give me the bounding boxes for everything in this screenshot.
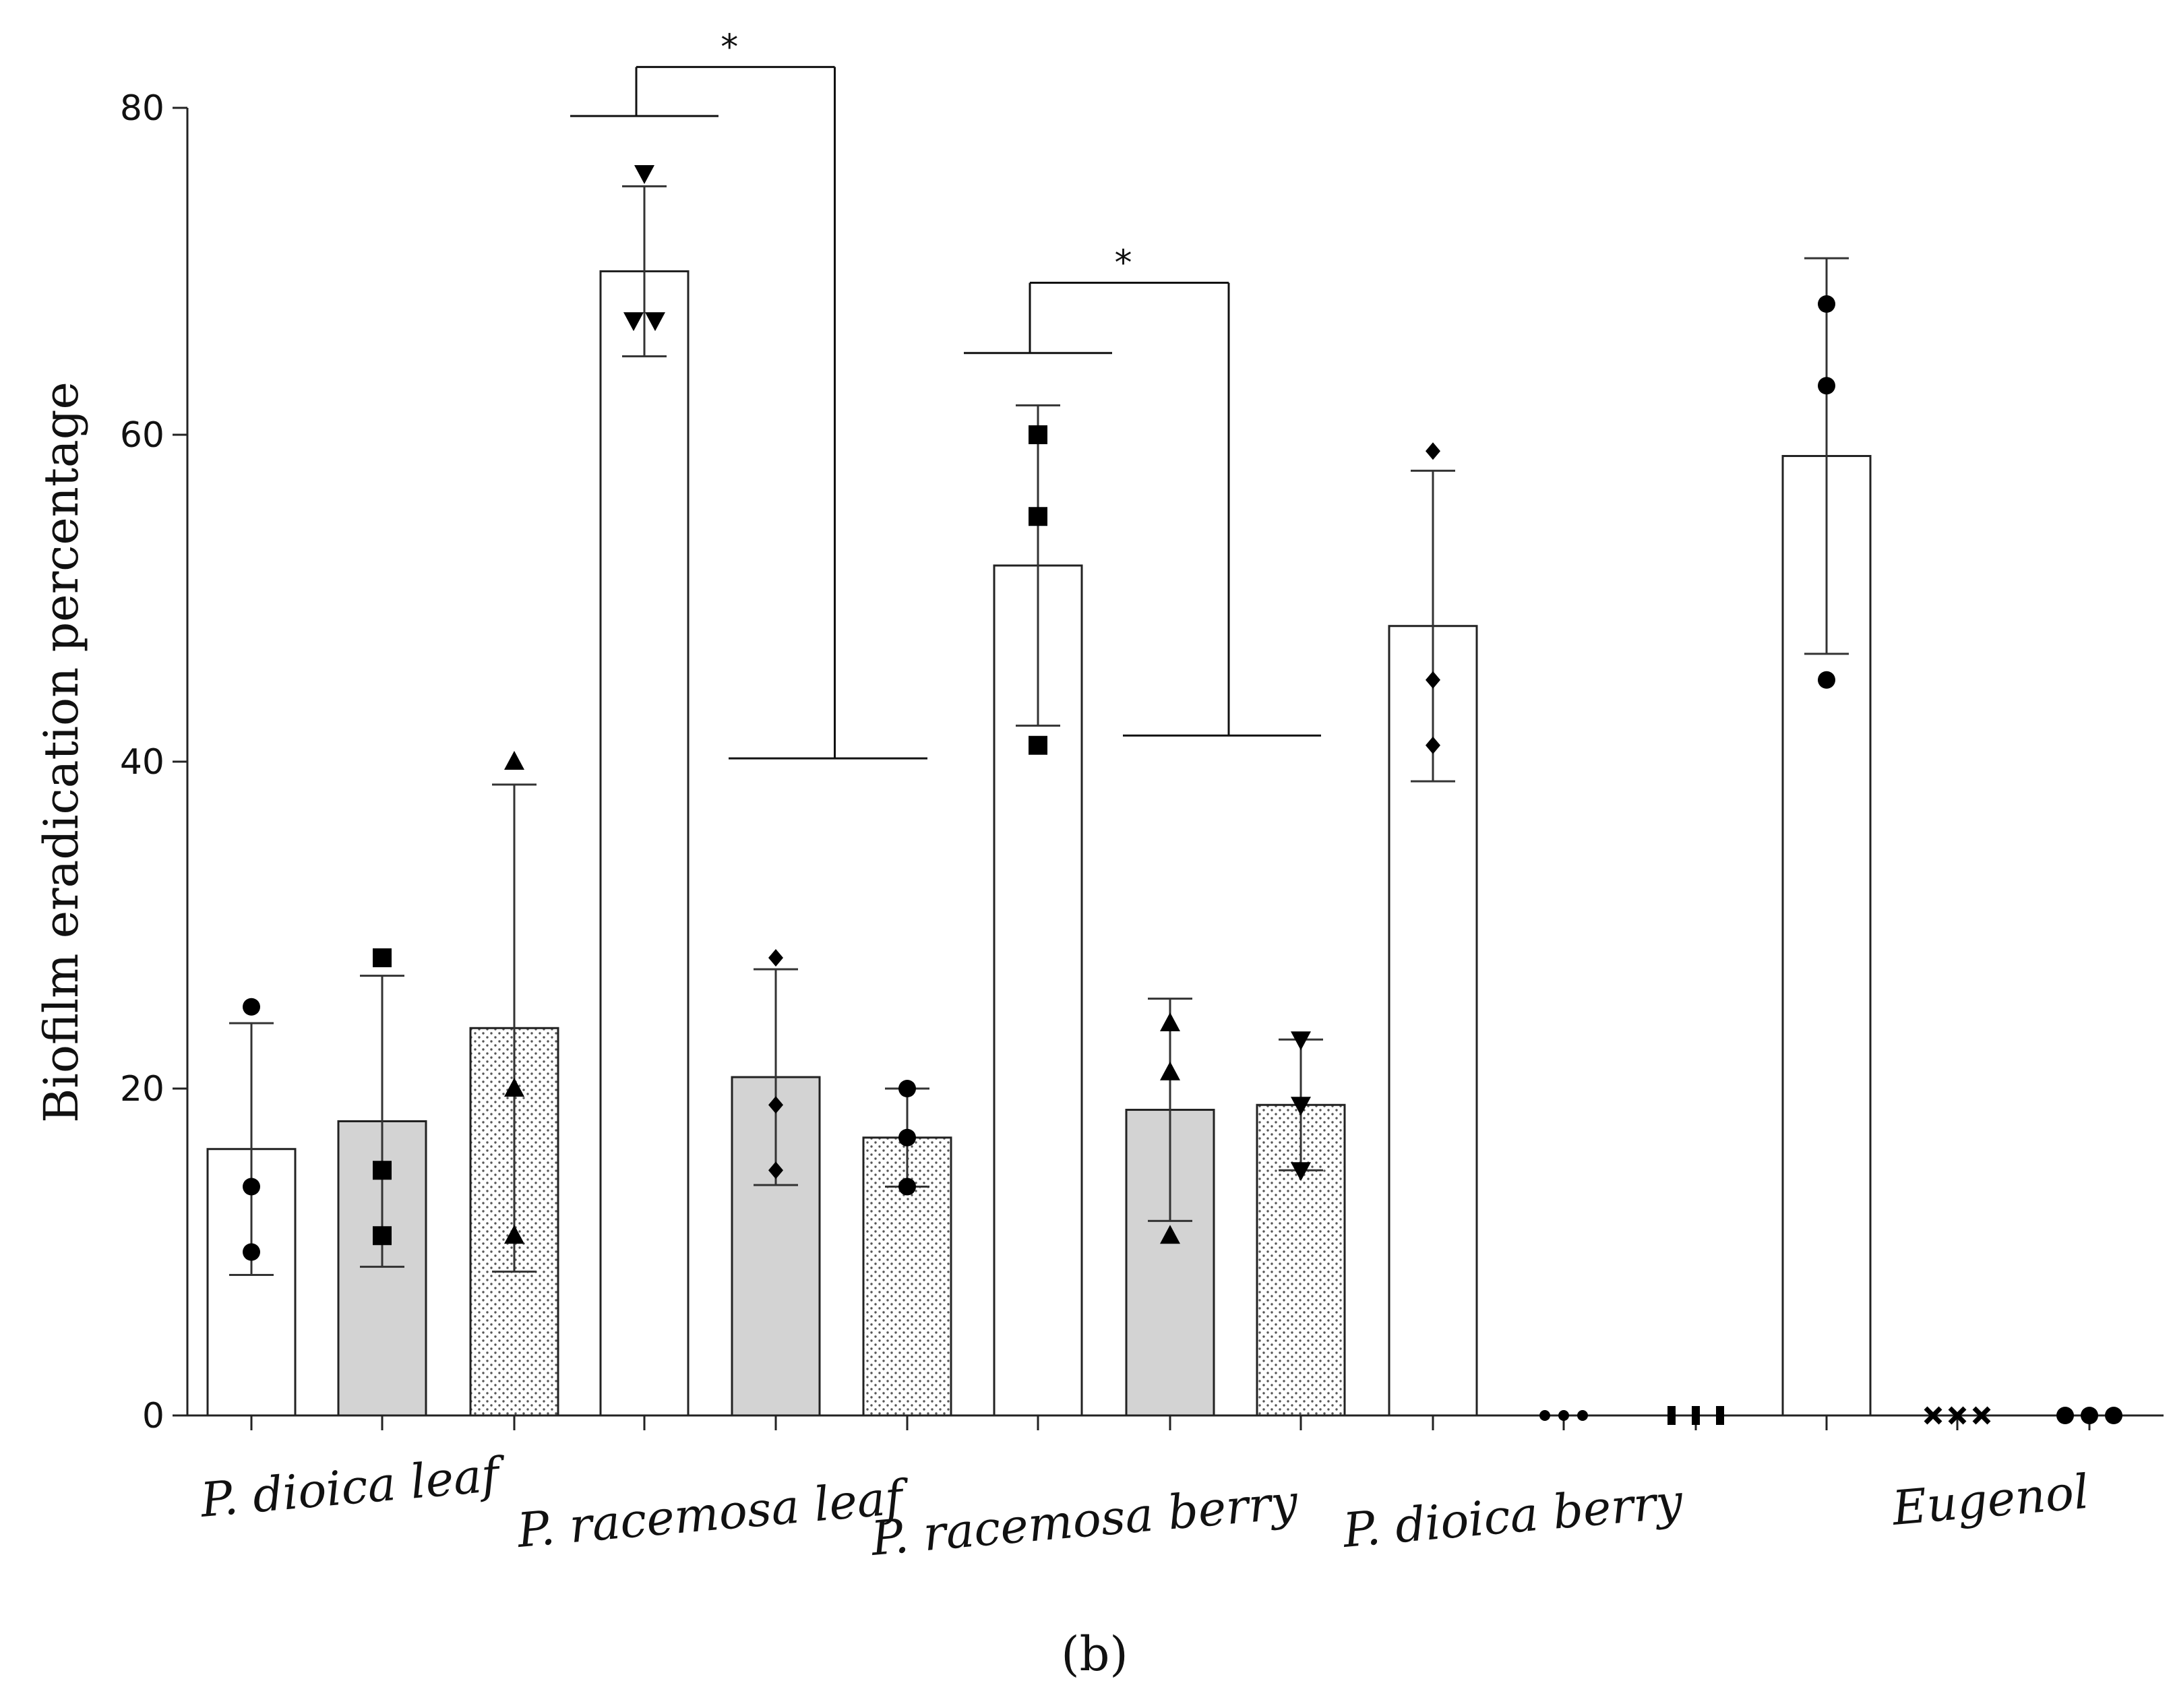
cross-stroke	[1948, 1406, 1967, 1425]
data-point	[1291, 1162, 1311, 1182]
panel-label: (b)	[1061, 1626, 1128, 1682]
data-point	[1577, 1410, 1588, 1421]
data-point	[1692, 1406, 1700, 1425]
y-tick-label: 20	[120, 1069, 164, 1109]
data-point	[1558, 1410, 1569, 1421]
significance-star: *	[721, 27, 738, 67]
data-point	[243, 1243, 260, 1261]
data-point	[373, 1161, 392, 1180]
data-point	[1924, 1406, 1942, 1425]
data-point	[1029, 735, 1047, 755]
data-point	[1160, 1012, 1180, 1031]
y-tick-label: 80	[120, 88, 164, 129]
data-point	[768, 949, 783, 967]
significance-bracket: *	[964, 243, 1321, 737]
significance-bracket: *	[570, 27, 927, 760]
data-point	[1818, 671, 1835, 689]
data-point	[1426, 671, 1440, 689]
data-point	[504, 1078, 524, 1097]
data-point	[373, 948, 392, 967]
group-label: P. racemosa leaf	[514, 1469, 912, 1558]
y-axis-title: Biofilm eradication percentage	[34, 382, 89, 1123]
data-point	[768, 1096, 783, 1114]
data-point	[373, 1226, 392, 1246]
data-point	[1972, 1406, 1991, 1425]
significance-star: *	[1115, 243, 1132, 283]
data-point	[2105, 1407, 2122, 1424]
bar	[599, 270, 690, 1417]
data-point	[645, 312, 665, 332]
data-point	[1291, 1031, 1311, 1051]
cross-stroke	[1924, 1406, 1942, 1425]
data-point	[1948, 1406, 1967, 1425]
group-label: P. dioica leaf	[197, 1446, 508, 1529]
y-tick-label: 0	[142, 1396, 164, 1436]
data-point	[623, 312, 644, 332]
data-point	[504, 1225, 524, 1244]
data-point	[634, 165, 654, 184]
cross-stroke	[1972, 1406, 1991, 1425]
data-point	[1667, 1406, 1676, 1425]
data-point	[898, 1178, 916, 1196]
data-point	[1818, 377, 1835, 395]
y-tick-label: 60	[120, 415, 164, 456]
data-point	[504, 751, 524, 770]
data-point	[1716, 1406, 1724, 1425]
group-label: P. dioica berry	[1339, 1473, 1686, 1558]
data-point	[1160, 1061, 1180, 1080]
data-point	[898, 1080, 916, 1097]
data-point	[1160, 1225, 1180, 1244]
data-point	[243, 1178, 260, 1196]
data-point	[1291, 1097, 1311, 1116]
data-point	[1426, 442, 1440, 460]
data-point	[2056, 1407, 2074, 1424]
y-tick-label: 40	[120, 742, 164, 783]
data-point	[1818, 295, 1835, 313]
data-point	[1539, 1410, 1550, 1421]
data-point	[1426, 736, 1440, 754]
data-point	[2081, 1407, 2098, 1424]
group-label: P. racemosa berry	[867, 1474, 1301, 1566]
data-point	[898, 1128, 916, 1147]
data-point	[1029, 507, 1047, 526]
data-point	[768, 1161, 783, 1180]
data-point	[1029, 425, 1047, 444]
data-point	[243, 998, 260, 1016]
group-label: Eugenol	[1889, 1464, 2091, 1536]
